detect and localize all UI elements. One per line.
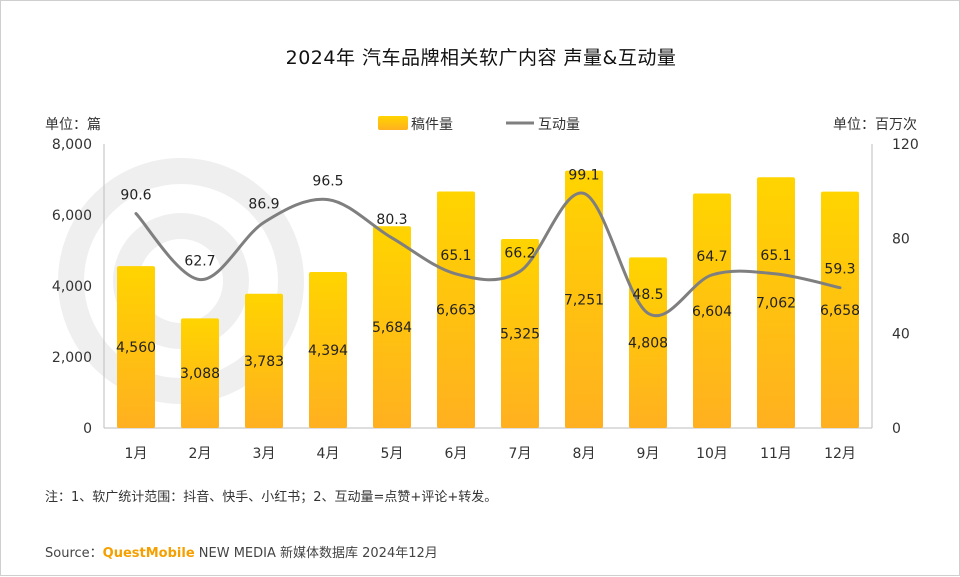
x-tick-label: 10月 xyxy=(696,446,728,462)
legend: 稿件量 互动量 xyxy=(378,116,580,133)
line-value-label: 80.3 xyxy=(376,212,407,228)
bar-labels: 4,560 3,088 3,783 4,394 5,684 6,663 5,325 7,251… xyxy=(116,292,860,382)
line-labels: 90.6 62.7 86.9 96.5 80.3 65.1 66.2 99.1 48.5 64.7… xyxy=(120,167,855,303)
y-left-tick-label: 0 xyxy=(83,421,92,437)
footnote: 注：1、软广统计范围：抖音、快手、小红书；2、互动量=点赞+评论+转发。 xyxy=(45,490,498,505)
bar-value-label: 3,088 xyxy=(180,366,220,382)
x-tick-label: 4月 xyxy=(317,446,340,462)
axes xyxy=(103,144,873,429)
line-value-label: 59.3 xyxy=(824,262,855,278)
x-axis-labels: 1月 2月 3月 4月 5月 6月 7月 8月 9月 10月 11月 12月 xyxy=(125,446,856,462)
x-tick-label: 3月 xyxy=(253,446,276,462)
bar xyxy=(181,318,219,428)
line-series xyxy=(134,191,842,318)
bars xyxy=(117,170,859,429)
line-value-label: 86.9 xyxy=(248,196,279,212)
bar-value-label: 7,251 xyxy=(564,292,604,308)
left-unit-label: 单位：篇 xyxy=(45,117,101,133)
line-value-label: 62.7 xyxy=(184,254,215,270)
bar-value-label: 3,783 xyxy=(244,354,284,370)
bar-value-label: 6,658 xyxy=(820,303,860,319)
bar xyxy=(373,226,411,428)
bar-value-label: 7,062 xyxy=(756,296,796,312)
x-tick-label: 1月 xyxy=(125,446,148,462)
x-tick-label: 11月 xyxy=(760,446,792,462)
y-left-tick-label: 4,000 xyxy=(52,279,92,295)
chart-title: 2024年 汽车品牌相关软广内容 声量&互动量 xyxy=(285,47,677,69)
bar xyxy=(245,293,283,428)
legend-bar-label: 稿件量 xyxy=(411,117,453,133)
y-right-axis-labels: 0 40 80 120 xyxy=(892,137,919,437)
y-right-tick-label: 120 xyxy=(892,137,919,153)
bar-value-label: 4,394 xyxy=(308,343,348,359)
bar-value-label: 5,325 xyxy=(500,326,540,342)
bar xyxy=(437,191,475,428)
bar-value-label: 6,663 xyxy=(436,303,476,319)
source-suffix: NEW MEDIA 新媒体数据库 2024年12月 xyxy=(194,546,438,561)
x-tick-label: 8月 xyxy=(573,446,596,462)
x-tick-label: 2月 xyxy=(189,446,212,462)
bar xyxy=(693,193,731,428)
bar xyxy=(565,170,603,429)
line-value-label: 65.1 xyxy=(440,248,471,264)
y-left-tick-label: 8,000 xyxy=(52,137,92,153)
x-tick-label: 6月 xyxy=(445,446,468,462)
bar-value-label: 4,560 xyxy=(116,340,156,356)
y-left-tick-label: 6,000 xyxy=(52,208,92,224)
interaction-line xyxy=(134,191,842,318)
x-tick-label: 7月 xyxy=(509,446,532,462)
legend-bar-swatch xyxy=(378,116,408,130)
bar xyxy=(757,177,795,428)
x-tick-label: 5月 xyxy=(381,446,404,462)
y-left-tick-label: 2,000 xyxy=(52,350,92,366)
bar xyxy=(501,238,539,428)
bar xyxy=(309,272,347,428)
y-left-axis-labels: 0 2,000 4,000 6,000 8,000 xyxy=(52,137,92,437)
legend-line-label: 互动量 xyxy=(538,117,580,133)
right-unit-label: 单位：百万次 xyxy=(833,117,917,133)
line-value-label: 48.5 xyxy=(632,287,663,303)
y-right-tick-label: 40 xyxy=(892,326,910,342)
line-value-label: 96.5 xyxy=(312,174,343,190)
y-right-tick-label: 80 xyxy=(892,232,910,248)
bar xyxy=(821,191,859,428)
source-line: Source：QuestMobile NEW MEDIA 新媒体数据库 2024… xyxy=(45,542,438,561)
x-tick-label: 9月 xyxy=(637,446,660,462)
line-value-label: 64.7 xyxy=(696,249,727,265)
line-value-label: 66.2 xyxy=(504,245,535,261)
bar-value-label: 5,684 xyxy=(372,320,412,336)
line-value-label: 99.1 xyxy=(568,167,599,183)
bar-value-label: 4,808 xyxy=(628,336,668,352)
source-brand: QuestMobile xyxy=(102,546,195,561)
bar-value-label: 6,604 xyxy=(692,304,732,320)
line-value-label: 65.1 xyxy=(760,248,791,264)
bar xyxy=(117,266,155,428)
source-prefix: Source： xyxy=(45,546,103,561)
y-right-tick-label: 0 xyxy=(892,421,901,437)
line-value-label: 90.6 xyxy=(120,188,151,204)
x-tick-label: 12月 xyxy=(824,446,856,462)
